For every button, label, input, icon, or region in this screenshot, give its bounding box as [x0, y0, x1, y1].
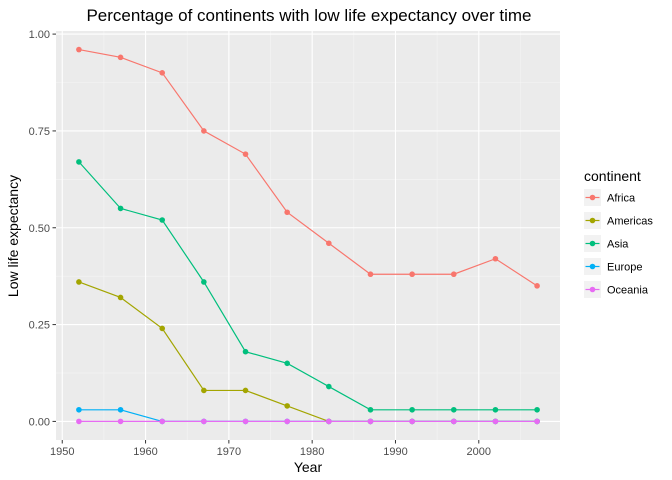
legend-title: continent — [584, 168, 641, 184]
data-point-africa — [159, 70, 166, 76]
legend-item-africa: Africa — [584, 189, 636, 206]
y-axis-title: Low life expectancy — [5, 175, 21, 297]
x-tick-label: 1970 — [217, 446, 241, 458]
data-point-asia — [367, 406, 374, 413]
data-point-africa — [326, 240, 332, 247]
data-point-oceania — [367, 418, 374, 425]
data-point-asia — [326, 383, 332, 390]
data-point-asia — [409, 406, 415, 413]
y-tick-label: 1.00 — [29, 29, 50, 41]
data-point-asia — [242, 348, 249, 355]
data-point-africa — [450, 271, 457, 278]
data-point-africa — [534, 283, 540, 289]
x-tick-label: 1960 — [133, 446, 157, 458]
data-point-africa — [492, 255, 499, 262]
data-point-africa — [76, 46, 82, 53]
legend-label-americas: Americas — [607, 216, 653, 228]
series-line-asia — [78, 161, 538, 411]
data-point-oceania — [284, 418, 290, 425]
data-point-americas — [117, 294, 124, 301]
series-asia — [76, 159, 540, 413]
data-point-americas — [201, 387, 207, 394]
x-tick-label: 1950 — [50, 446, 74, 458]
x-tick-label: 2000 — [467, 446, 491, 458]
data-point-oceania — [117, 418, 124, 425]
data-point-africa — [367, 271, 374, 278]
data-point-africa — [201, 128, 207, 134]
data-point-oceania — [450, 418, 457, 425]
plot-panel — [56, 31, 560, 440]
legend-label-asia: Asia — [607, 239, 629, 251]
legend-item-asia: Asia — [584, 235, 629, 252]
data-point-oceania — [201, 418, 207, 425]
data-point-asia — [492, 406, 499, 413]
legend-label-europe: Europe — [607, 262, 642, 274]
data-point-oceania — [326, 418, 332, 425]
minor-gridlines — [56, 31, 560, 440]
legend: continent Africa Americas Asia Europe Oceani… — [584, 168, 653, 298]
data-point-europe — [76, 406, 82, 413]
data-point-asia — [159, 217, 166, 223]
series-layer — [76, 46, 540, 425]
data-point-africa — [284, 209, 290, 216]
data-point-asia — [450, 406, 457, 413]
legend-key-point — [589, 217, 596, 224]
data-point-asia — [117, 205, 124, 212]
data-point-africa — [409, 271, 415, 278]
x-axis-title: Year — [294, 459, 323, 475]
data-point-oceania — [76, 418, 82, 425]
legend-key-point — [589, 240, 596, 247]
legend-item-americas: Americas — [584, 212, 653, 229]
data-point-africa — [242, 151, 249, 157]
y-tick-label: 0.75 — [29, 126, 50, 138]
data-point-asia — [76, 159, 82, 165]
y-tick-label: 0.00 — [29, 416, 50, 428]
data-point-asia — [284, 360, 290, 367]
data-point-americas — [284, 403, 290, 409]
data-point-asia — [534, 406, 540, 413]
data-point-asia — [201, 279, 207, 285]
data-point-oceania — [159, 418, 166, 425]
chart-title: Percentage of continents with low life e… — [86, 6, 531, 25]
data-point-oceania — [409, 418, 415, 425]
x-tick-label: 1980 — [300, 446, 324, 458]
y-axis: 0.00 0.25 0.50 0.75 1.00 — [29, 29, 56, 428]
data-point-africa — [117, 54, 124, 61]
legend-key-point — [589, 263, 596, 270]
data-point-americas — [242, 387, 249, 394]
legend-key-point — [589, 286, 596, 293]
legend-key-point — [589, 194, 596, 201]
legend-item-europe: Europe — [584, 258, 642, 275]
legend-label-africa: Africa — [607, 193, 636, 205]
data-point-europe — [117, 406, 124, 413]
x-axis: 1950 1960 1970 1980 1990 2000 — [50, 440, 491, 458]
data-point-americas — [159, 325, 166, 332]
legend-item-oceania: Oceania — [584, 281, 649, 298]
series-line-africa — [78, 49, 538, 287]
data-point-oceania — [534, 418, 540, 425]
data-point-oceania — [492, 418, 499, 425]
legend-label-oceania: Oceania — [607, 285, 649, 297]
y-tick-label: 0.50 — [29, 223, 50, 235]
x-tick-label: 1990 — [383, 446, 407, 458]
y-tick-label: 0.25 — [29, 320, 50, 332]
data-point-americas — [76, 279, 82, 285]
series-oceania — [76, 418, 540, 425]
series-africa — [76, 46, 540, 289]
data-point-oceania — [242, 418, 249, 425]
